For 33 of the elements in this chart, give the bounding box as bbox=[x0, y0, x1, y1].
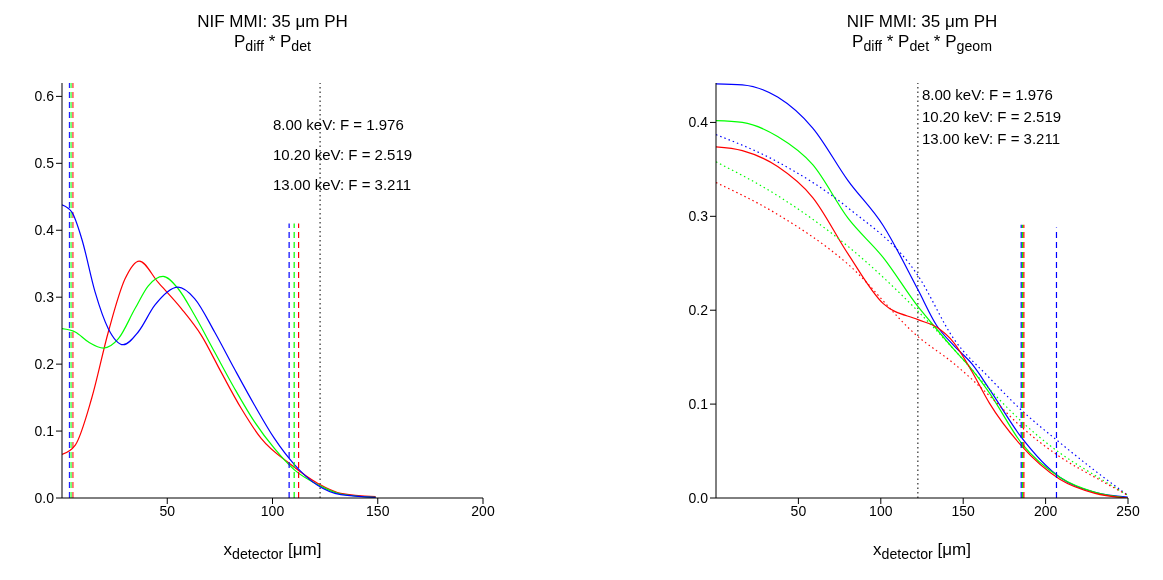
x-tick-label: 150 bbox=[366, 502, 390, 519]
chart-subtitle: P$_{diff}$ * P$_{det}$ bbox=[232, 32, 313, 55]
x-tick-label: 200 bbox=[471, 502, 495, 519]
annotation: 8.00 keV: F = 1.976 bbox=[922, 86, 1053, 103]
x-tick-label: 50 bbox=[790, 502, 807, 519]
y-tick-label: 0.2 bbox=[688, 302, 709, 319]
y-tick-label: 0.1 bbox=[688, 396, 709, 413]
chart-subtitle: P$_{diff}$ * P$_{det}$ * P$_{geom}$ bbox=[851, 32, 993, 55]
annotation: 13.00 keV: F = 3.211 bbox=[273, 176, 412, 193]
y-tick-label: 0.4 bbox=[34, 222, 55, 239]
y-tick-label: 0.5 bbox=[34, 155, 55, 172]
y-tick-label: 0.0 bbox=[34, 489, 55, 506]
x-axis-title: x$_{detector}$ [μm] bbox=[872, 540, 972, 563]
x-tick-label: 50 bbox=[159, 502, 176, 519]
y-tick-label: 0.6 bbox=[34, 88, 55, 105]
y-tick-label: 0.3 bbox=[688, 208, 709, 225]
chart-title: NIF MMI: 35 μm PH bbox=[845, 12, 999, 32]
y-tick-label: 0.0 bbox=[688, 489, 709, 506]
annotation: 10.20 keV: F = 2.519 bbox=[922, 108, 1062, 125]
y-tick-label: 0.2 bbox=[34, 356, 55, 373]
x-tick-label: 250 bbox=[1116, 502, 1140, 519]
y-tick-label: 0.1 bbox=[34, 423, 55, 440]
annotation: 8.00 keV: F = 1.976 bbox=[273, 116, 404, 133]
annotation: 10.20 keV: F = 2.519 bbox=[273, 146, 413, 163]
chart-title: NIF MMI: 35 μm PH bbox=[196, 12, 349, 32]
x-axis-title: x$_{detector}$ [μm] bbox=[222, 540, 323, 563]
x-tick-label: 100 bbox=[869, 502, 893, 519]
y-tick-label: 0.3 bbox=[34, 289, 55, 306]
x-tick-label: 200 bbox=[1033, 502, 1058, 519]
x-tick-label: 150 bbox=[951, 502, 976, 519]
annotation: 13.00 keV: F = 3.211 bbox=[922, 130, 1061, 147]
x-tick-label: 100 bbox=[260, 502, 285, 519]
y-tick-label: 0.4 bbox=[688, 114, 709, 131]
